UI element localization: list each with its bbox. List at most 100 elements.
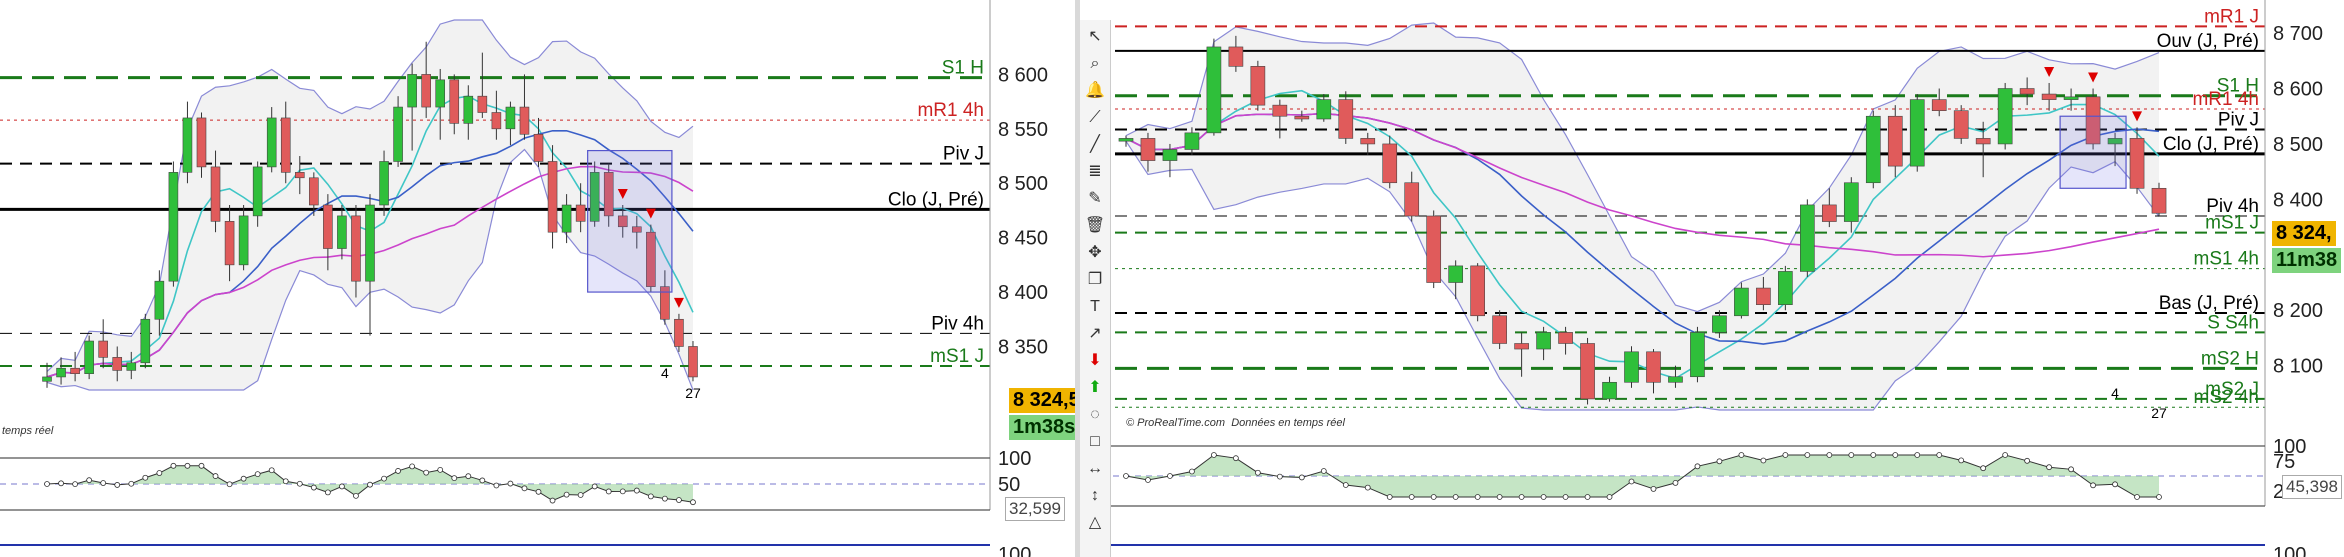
left-osc-point-38 [577, 492, 584, 498]
left-body-46 [688, 346, 698, 378]
left-candle-38 [575, 183, 586, 233]
left-price-chart[interactable]: S1 H mR1 4h Piv J Clo (J, Pré) Piv 4h mS1 J 42… [0, 0, 1075, 557]
arrow-down-icon[interactable]: ⬇ [1088, 352, 1102, 369]
right-osc-point-47 [2156, 494, 2162, 500]
left-osc-point-22 [353, 492, 359, 499]
arrow-up-icon[interactable]: ⬆ [1088, 379, 1102, 396]
right-footnote-brand: © ProRealTime.com [1126, 417, 1226, 429]
right-osc-point-46 [2134, 494, 2140, 500]
left-candle-4 [98, 319, 108, 369]
hline-icon[interactable]: ↔ [1087, 460, 1103, 477]
right-candle-36 [1909, 94, 1925, 172]
alert-icon[interactable]: 🔔 [1085, 82, 1105, 99]
right-body-38 [1953, 110, 1969, 139]
right-osc-tick-1: 75 [2273, 451, 2295, 473]
right-osc-point-29 [1760, 457, 1767, 464]
trendline-icon[interactable]: ⟋ [1089, 109, 1101, 126]
left-candle-39 [589, 161, 600, 227]
left-body-26 [407, 74, 417, 108]
line-icon[interactable]: ╱ [1090, 136, 1100, 153]
pointer-icon[interactable]: ↖ [1088, 28, 1102, 45]
left-candle-7 [140, 313, 151, 369]
right-candle-37 [1931, 88, 1947, 117]
left-candle-42 [632, 215, 642, 249]
vline-icon[interactable]: ↕ [1091, 487, 1099, 504]
right-body-12 [1382, 143, 1398, 184]
left-candle-35 [533, 117, 544, 167]
right-candle-2 [1162, 143, 1178, 178]
right-osc-point-38 [1958, 457, 1965, 464]
left-candle-5 [112, 346, 123, 382]
left-body-43 [646, 231, 656, 287]
right-body-6 [1250, 66, 1266, 106]
left-candle-23 [365, 194, 375, 336]
right-osc-point-31 [1804, 452, 1811, 458]
right-osc-point-1 [1145, 477, 1151, 483]
left-body-24 [379, 161, 389, 206]
right-body-13 [1404, 182, 1420, 217]
rect-icon[interactable]: □ [1090, 433, 1100, 450]
left-candle-27 [421, 41, 431, 118]
left-level-label-0: S1 H [942, 58, 984, 79]
right-osc-point-4 [1211, 452, 1217, 458]
right-candle-15 [1448, 260, 1464, 300]
right-level-label-1: Ouv (J, Pré) [2157, 31, 2259, 52]
left-body-2 [70, 367, 80, 374]
right-signal-count-b: 27 [2151, 405, 2167, 421]
right-body-22 [1602, 381, 1617, 400]
ray-icon[interactable]: ↗ [1088, 325, 1102, 342]
left-osc-point-19 [310, 484, 317, 491]
trash-icon[interactable]: 🗑 [1084, 217, 1106, 234]
right-body-2 [1162, 149, 1178, 161]
left-osc-point-3 [86, 477, 93, 484]
right-candle-44 [2085, 88, 2101, 150]
left-body-27 [421, 74, 431, 108]
left-osc-point-12 [212, 473, 219, 479]
triangle-icon[interactable]: △ [1088, 514, 1102, 531]
right-candle-40 [1997, 82, 2013, 150]
left-candle-18 [294, 156, 305, 195]
left-candle-41 [617, 205, 628, 238]
left-osc-point-17 [282, 478, 289, 485]
left-body-30 [463, 95, 474, 124]
copy-icon[interactable]: ❐ [1087, 271, 1103, 288]
right-candle-26 [1690, 326, 1705, 383]
left-body-3 [84, 340, 94, 374]
left-y-tick-3: 8 450 [998, 228, 1048, 250]
right-osc-point-45 [2112, 481, 2118, 488]
text-icon[interactable]: T [1090, 298, 1100, 315]
left-candle-36 [547, 145, 558, 249]
left-osc-point-10 [184, 462, 191, 469]
right-candle-47 [2151, 182, 2167, 216]
left-osc-point-18 [296, 480, 303, 487]
left-y-tick-0: 8 600 [998, 64, 1048, 86]
brush-icon[interactable]: ✎ [1088, 190, 1102, 207]
left-body-29 [449, 79, 460, 124]
right-osc-point-23 [1628, 478, 1635, 485]
left-signal-arrow-1 [645, 208, 656, 219]
left-y-tick-4: 8 400 [998, 282, 1048, 304]
lasso-icon[interactable]: ◌ [1090, 406, 1100, 423]
right-osc-readout: 45,398 [2282, 475, 2342, 499]
right-bb-upper [1125, 22, 2160, 313]
right-osc-point-5 [1232, 455, 1239, 462]
left-candle-17 [280, 101, 291, 184]
right-candle-12 [1382, 135, 1398, 189]
zoom-icon[interactable]: ⌕ [1090, 55, 1100, 72]
left-body-31 [477, 95, 488, 113]
move-icon[interactable]: ✥ [1088, 244, 1102, 261]
right-body-21 [1580, 343, 1595, 400]
right-body-3 [1184, 132, 1200, 150]
pane-divider[interactable] [1075, 0, 1080, 557]
fib-icon[interactable]: ≣ [1088, 163, 1102, 180]
right-body-18 [1514, 343, 1529, 350]
left-body-0 [42, 376, 52, 382]
right-y-tick-2: 8 500 [2273, 134, 2323, 156]
right-level-label-11: mS2 H [2201, 348, 2259, 369]
left-candle-12 [210, 150, 221, 233]
right-body-17 [1492, 315, 1507, 344]
left-body-10 [182, 117, 193, 173]
